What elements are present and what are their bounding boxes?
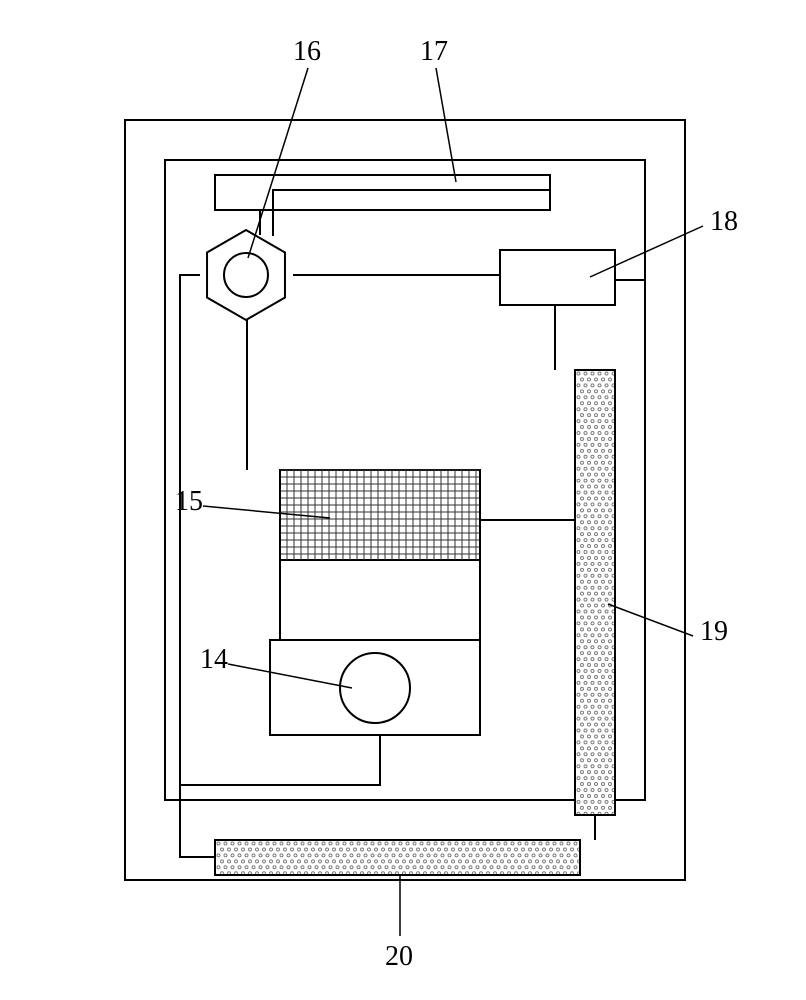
label-l17: 17 [420,36,448,67]
label-l18: 18 [710,206,738,237]
label-l20: 20 [385,941,413,972]
label-l15: 15 [175,486,203,517]
component-19 [575,370,615,815]
component-20 [215,840,581,875]
label-l19: 19 [700,616,728,647]
label-l14: 14 [200,644,228,675]
label-l16: 16 [293,36,321,67]
